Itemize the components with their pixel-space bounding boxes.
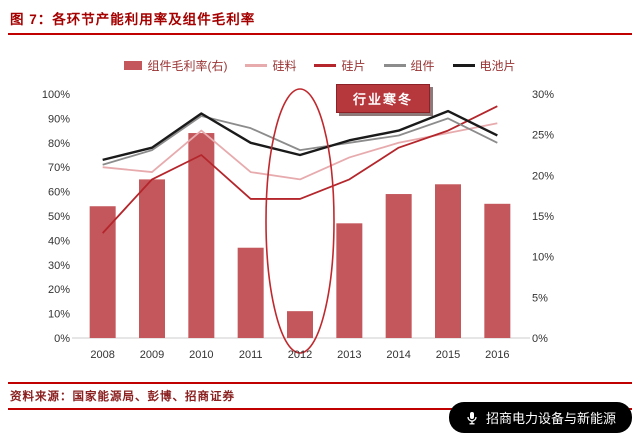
x-axis-tick-2016: 2016 [485,349,509,361]
legend-item-silicon-wafer: 硅片 [314,57,366,74]
line-cell [102,109,498,162]
right-axis-tick: 30% [532,89,554,101]
legend-label: 组件毛利率(右) [147,59,228,73]
x-axis-tick-2008: 2008 [90,349,114,361]
legend-item-silicon-material: 硅料 [245,57,296,74]
x-axis-tick-2014: 2014 [386,349,410,361]
brand-badge: 招商电力设备与新能源 [448,402,632,433]
line-module [102,115,498,166]
bar-2011 [237,247,264,338]
bar-2012 [287,311,313,338]
legend-swatch-silicon-wafer [314,64,337,67]
left-axis-tick: 10% [48,309,70,321]
right-axis-tick: 10% [532,252,554,264]
legend-label: 硅片 [341,59,366,73]
x-axis-tick-2011: 2011 [239,349,263,361]
legend-item-module: 组件 [383,57,435,74]
left-axis-tick: 80% [48,138,70,150]
bar-2014 [385,194,412,338]
line-silicon-material [102,122,498,181]
left-axis-tick: 70% [48,162,70,174]
figure-title: 图 7：各环节产能利用率及组件毛利率 [8,0,632,35]
mic-icon [465,411,479,425]
legend-label: 电池片 [479,59,516,73]
bar-2008 [89,206,116,338]
legend-swatch-module [383,64,406,67]
bar-2015 [435,184,461,338]
legend-swatch-cell [452,64,475,67]
left-axis-tick: 20% [48,284,70,296]
legend-swatch-module-gross-margin [124,61,143,70]
brand-label: 招商电力设备与新能源 [485,411,616,426]
right-axis-tick: 20% [532,170,554,182]
highlight-ellipse [265,88,335,354]
left-axis-tick: 30% [48,260,70,272]
bar-2009 [139,179,165,338]
chart-canvas: 100% 90% 80% 70% 60% 50% 40% 30% 20% 10% 0% 30% 25% 2… [42,88,554,361]
right-axis-tick: 25% [532,130,554,142]
chart-legend: 组件毛利率(右) 硅料 硅片 组件 电池片 [0,57,640,74]
right-axis-tick: 15% [532,211,554,223]
bar-2016 [484,203,511,338]
annotation-industry-winter: 行业寒冬 [336,84,431,113]
x-axis-tick-2015: 2015 [436,349,460,361]
x-axis-tick-2012: 2012 [288,349,312,361]
x-axis-tick-2013: 2013 [337,349,361,361]
source-note: 资料来源：国家能源局、彭博、招商证券 [8,382,632,410]
right-axis-tick: 5% [532,292,548,304]
x-axis-tick-2010: 2010 [189,349,213,361]
legend-label: 组件 [410,59,435,73]
legend-item-module-gross-margin: 组件毛利率(右) [124,57,227,74]
bar-2013 [336,223,363,338]
left-axis-tick: 100% [42,89,70,101]
left-axis-tick: 60% [48,187,70,199]
legend-swatch-silicon-material [245,64,268,67]
legend-item-cell: 电池片 [452,57,516,74]
left-axis-tick: 90% [48,113,70,125]
left-axis-tick: 50% [48,211,70,223]
left-axis-tick: 0% [54,333,70,345]
right-axis-tick: 0% [532,333,548,345]
line-silicon-wafer [102,105,498,234]
left-axis-tick: 40% [48,235,70,247]
bar-2010 [188,133,215,338]
x-axis-tick-2009: 2009 [140,349,164,361]
legend-label: 硅料 [272,59,297,73]
